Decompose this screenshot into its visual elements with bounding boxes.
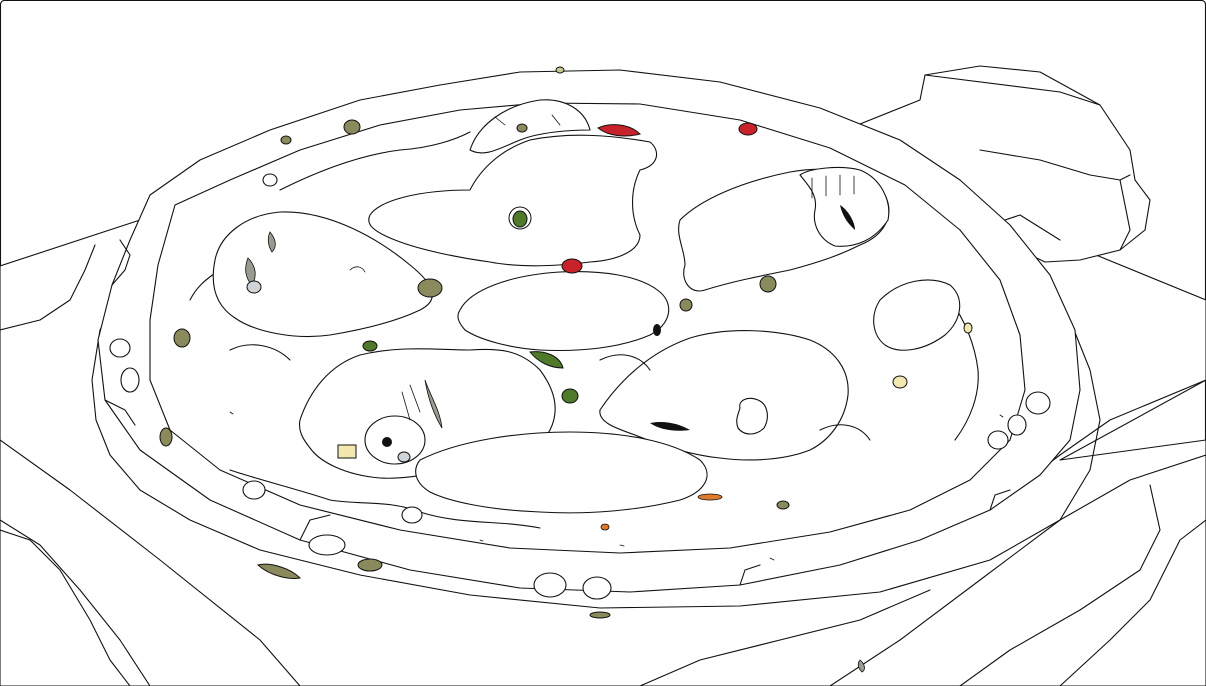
- peel-front-edge-left-inner: [0, 519, 151, 686]
- peel-right-bevel: [959, 484, 1161, 686]
- shadow-mark: [246, 280, 262, 294]
- garnish: [159, 66, 1004, 673]
- cheese-drip-top: [279, 131, 471, 191]
- crust-bubble: [987, 430, 1009, 450]
- crust-bubble: [308, 534, 346, 556]
- mushroom-cap-face: [364, 415, 426, 465]
- peel-handle-ridge: [924, 74, 1101, 106]
- crust-bubble: [242, 480, 266, 500]
- peel-left-edge: [0, 244, 96, 331]
- olive-piece: [589, 611, 611, 619]
- mushroom-left: [212, 211, 433, 338]
- olive-piece: [417, 278, 443, 298]
- peel-handle-tip: [1119, 179, 1131, 251]
- mozzarella-slab-center: [457, 271, 670, 352]
- mozzarella-slab-right: [873, 279, 961, 351]
- cheese-cube: [337, 444, 357, 459]
- tomato-piece: [561, 258, 583, 274]
- crust-bubble: [401, 506, 423, 524]
- pizza-crust-inner-rim: [149, 102, 1026, 554]
- peel-bottom-groove: [639, 589, 931, 686]
- mozzarella-slab-bottom: [415, 431, 708, 514]
- peel-front-lip: [0, 529, 131, 686]
- cheese-cube: [892, 375, 908, 389]
- cheese-drip-bottom: [229, 469, 541, 529]
- olive-piece: [759, 275, 777, 293]
- pizza-crust-edge-detail: [104, 239, 1011, 586]
- shadow-mark: [382, 437, 392, 447]
- mushroom-right-top-cap: [799, 166, 890, 247]
- tomato-piece: [738, 122, 758, 136]
- basil-leaf: [561, 388, 579, 404]
- olive-piece: [343, 119, 361, 135]
- shadow-mark: [650, 421, 690, 431]
- olive-piece: [357, 558, 383, 572]
- basil-leaf: [512, 210, 528, 228]
- olive-piece: [516, 123, 528, 133]
- crust-bubble: [582, 576, 612, 600]
- crust-bubble: [109, 338, 131, 358]
- olive-piece: [159, 427, 173, 447]
- olive-piece: [679, 298, 693, 312]
- shadow-mark: [397, 451, 411, 463]
- toppings: [212, 99, 961, 514]
- olive-piece: [280, 135, 292, 145]
- texture-strokes: [349, 114, 855, 421]
- crust-bubble: [262, 173, 278, 187]
- mushroom-cap-ring: [736, 397, 768, 435]
- crust-bubble: [120, 367, 140, 393]
- olive-piece: [256, 563, 302, 579]
- crust-speckles: [229, 411, 1004, 561]
- shadow-mark: [857, 659, 865, 673]
- peel-right-bevel-inner: [1059, 519, 1206, 686]
- shadow-mark: [840, 205, 855, 230]
- cheese-fold: [229, 344, 871, 441]
- basil-leaf: [362, 340, 378, 352]
- shadow-mark: [653, 324, 661, 336]
- pepper-bit: [600, 523, 610, 531]
- peel-board-surface: [0, 219, 1206, 686]
- peel-handle-ridge-2: [979, 149, 1131, 181]
- olive-piece: [173, 328, 191, 348]
- shadow-mark: [424, 379, 443, 429]
- basil-leaf: [529, 351, 564, 369]
- tomato-piece: [597, 124, 641, 137]
- olive-piece: [776, 500, 790, 510]
- mushroom-top-cap: [469, 99, 591, 154]
- pepper-bit: [697, 493, 723, 501]
- shadow-mark: [267, 231, 276, 253]
- olive-piece: [555, 66, 565, 74]
- mushroom-top-center: [368, 134, 658, 267]
- crust-bubble: [533, 572, 567, 598]
- peel-front-edge-left: [0, 439, 301, 686]
- crust-bubble: [1025, 391, 1051, 415]
- cheese-drip-right: [949, 299, 979, 441]
- crust-bubble: [1007, 414, 1027, 436]
- cheese-cube: [963, 322, 973, 334]
- peel-right-front-edge: [829, 454, 1206, 686]
